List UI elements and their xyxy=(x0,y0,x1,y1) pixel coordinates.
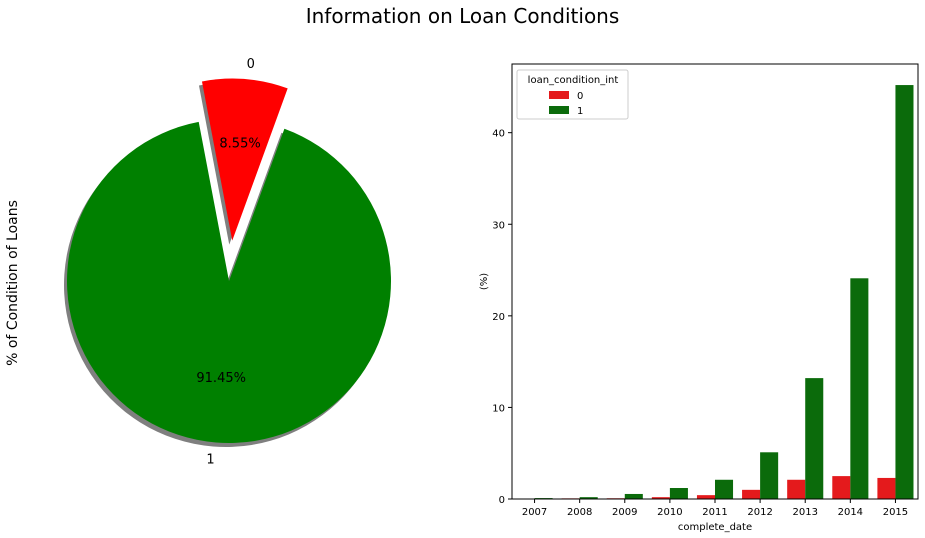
y-tick-label-40: 40 xyxy=(492,129,505,140)
pie-slice-1 xyxy=(67,121,392,444)
bar-2009-series-1 xyxy=(624,493,643,499)
y-tick-label-0: 0 xyxy=(499,495,505,506)
legend-label-1: 1 xyxy=(577,106,583,117)
pie-pct-label-0: 8.55% xyxy=(219,137,260,152)
y-tick-label-10: 10 xyxy=(492,403,505,414)
legend-frame xyxy=(516,69,629,120)
bar-2013-series-0 xyxy=(787,479,806,499)
bar-2015-series-0 xyxy=(877,477,896,499)
bar-x-axis-label: complete_date xyxy=(678,522,752,533)
bar-2013-series-1 xyxy=(805,378,824,499)
legend-swatch-0 xyxy=(549,91,569,99)
x-tick-label-2009: 2009 xyxy=(612,507,637,518)
bar-legend: loan_condition_int 0 1 xyxy=(516,69,629,120)
bar-2011-series-1 xyxy=(715,479,734,499)
pie-pct-label-1: 91.45% xyxy=(196,371,246,386)
legend-label-0: 0 xyxy=(577,91,583,102)
x-tick-label-2008: 2008 xyxy=(567,507,592,518)
pie-slice-0 xyxy=(201,78,288,241)
legend-swatch-1 xyxy=(549,106,569,114)
legend-title: loan_condition_int xyxy=(528,75,619,86)
bar-2014-series-1 xyxy=(850,278,869,499)
bar-2014-series-0 xyxy=(832,476,851,499)
pie-label-1: 1 xyxy=(206,453,214,468)
x-tick-label-2011: 2011 xyxy=(702,507,727,518)
bar-2008-series-1 xyxy=(579,497,598,499)
bar-2012-series-0 xyxy=(742,489,761,499)
figure-title: Information on Loan Conditions xyxy=(305,4,620,28)
bar-y-axis-label: (%) xyxy=(479,273,490,290)
bar-2011-series-0 xyxy=(696,495,715,499)
bar-2010-series-0 xyxy=(651,497,670,499)
x-tick-label-2010: 2010 xyxy=(657,507,682,518)
bar-2010-series-1 xyxy=(669,488,688,499)
y-tick-label-20: 20 xyxy=(492,312,505,323)
bar-2012-series-1 xyxy=(760,452,779,499)
x-tick-label-2014: 2014 xyxy=(838,507,863,518)
bar-2015-series-1 xyxy=(895,85,914,499)
x-tick-label-2015: 2015 xyxy=(883,507,908,518)
x-tick-label-2013: 2013 xyxy=(792,507,817,518)
pie-chart: 0 8.55% 1 91.45% xyxy=(63,57,392,468)
pie-label-0: 0 xyxy=(247,57,255,72)
y-tick-label-30: 30 xyxy=(492,220,505,231)
x-tick-label-2012: 2012 xyxy=(747,507,772,518)
x-tick-label-2007: 2007 xyxy=(522,507,547,518)
